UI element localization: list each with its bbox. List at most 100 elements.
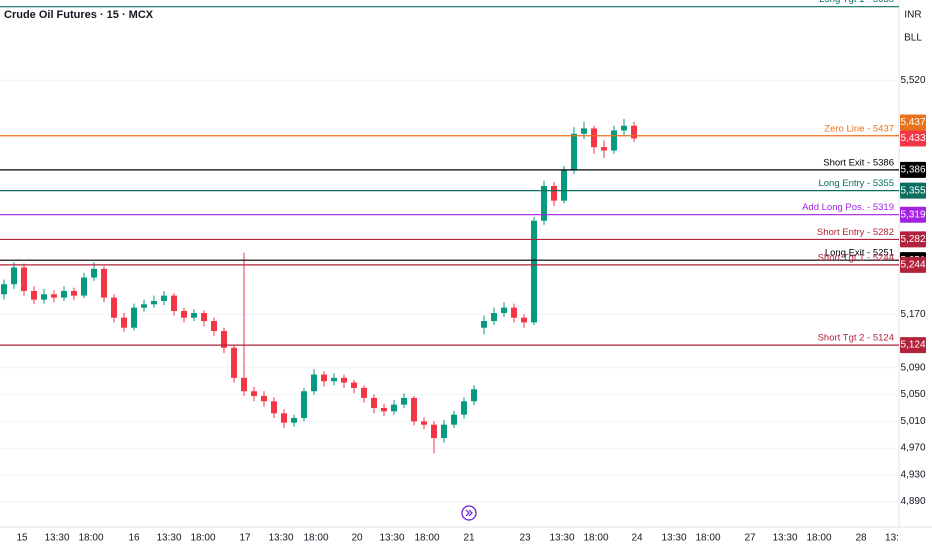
candle-body bbox=[521, 317, 527, 323]
candle-body bbox=[441, 424, 447, 439]
candle-body bbox=[561, 170, 567, 201]
candle-body bbox=[631, 125, 637, 139]
level-label: Long Entry - 5355 bbox=[818, 178, 894, 189]
candle-body bbox=[271, 401, 277, 414]
candle-body bbox=[451, 414, 457, 425]
candle-body bbox=[251, 391, 257, 396]
candle-body bbox=[131, 307, 137, 328]
candle-body bbox=[351, 382, 357, 388]
candle-body bbox=[401, 397, 407, 405]
price-tag bbox=[900, 337, 926, 354]
y-tick-label: 4,890 bbox=[900, 496, 925, 507]
candle-body bbox=[261, 395, 267, 402]
candle-body bbox=[121, 317, 127, 328]
candle-body bbox=[321, 374, 327, 382]
y-tick-label: 4,930 bbox=[900, 469, 925, 480]
price-tag-label: 5,282 bbox=[900, 234, 925, 245]
candle-body bbox=[21, 267, 27, 291]
candle-body bbox=[91, 268, 97, 278]
x-tick-label: 13:30 bbox=[549, 533, 574, 544]
candle-body bbox=[181, 310, 187, 318]
candle-body bbox=[1, 284, 7, 295]
level-label: Long Tgt 1 - 5630 bbox=[819, 0, 894, 5]
scroll-to-realtime[interactable] bbox=[461, 505, 477, 521]
unit: BLL bbox=[904, 33, 922, 44]
candle-body bbox=[431, 424, 437, 439]
price-tag-label: 5,319 bbox=[900, 209, 925, 220]
price-tag-label: 5,244 bbox=[900, 259, 925, 270]
candle-body bbox=[71, 290, 77, 296]
candle-body bbox=[381, 407, 387, 412]
candle-body bbox=[141, 304, 147, 308]
candle-body bbox=[571, 133, 577, 171]
candle-body bbox=[81, 277, 87, 296]
candle-body bbox=[11, 267, 17, 285]
x-tick-label: 13: bbox=[885, 533, 899, 544]
candle-body bbox=[281, 413, 287, 423]
candle-body bbox=[421, 421, 427, 425]
price-tag-label: 5,355 bbox=[900, 185, 925, 196]
x-tick-label: 18:00 bbox=[806, 533, 831, 544]
price-tag bbox=[900, 231, 926, 248]
y-tick-label: 4,970 bbox=[900, 443, 925, 454]
y-tick-label: 5,170 bbox=[900, 309, 925, 320]
candle-body bbox=[301, 391, 307, 419]
candle-body bbox=[161, 295, 167, 301]
price-tag bbox=[900, 256, 926, 273]
x-tick-label: 13:30 bbox=[772, 533, 797, 544]
candle-body bbox=[241, 377, 247, 392]
candle-body bbox=[591, 128, 597, 148]
candle-body bbox=[41, 294, 47, 300]
x-tick-label: 28 bbox=[855, 533, 867, 544]
candle-body bbox=[61, 290, 67, 298]
x-tick-label: 13:30 bbox=[44, 533, 69, 544]
x-tick-label: 18:00 bbox=[190, 533, 215, 544]
x-tick-label: 23 bbox=[519, 533, 531, 544]
candle-body bbox=[581, 128, 587, 134]
x-tick-label: 18:00 bbox=[583, 533, 608, 544]
x-tick-label: 18:00 bbox=[695, 533, 720, 544]
level-label: Long Exit - 5251 bbox=[825, 248, 894, 259]
candle-body bbox=[611, 130, 617, 151]
chart-title: Crude Oil Futures · 15 · MCX bbox=[4, 9, 154, 21]
candle-body bbox=[31, 290, 37, 300]
price-tag bbox=[900, 182, 926, 199]
x-tick-label: 24 bbox=[631, 533, 643, 544]
candle-body bbox=[101, 268, 107, 298]
x-tick-label: 15 bbox=[16, 533, 28, 544]
level-label: Short Tgt 1 - 5244 bbox=[818, 252, 894, 263]
x-tick-label: 20 bbox=[351, 533, 363, 544]
y-tick-label: 5,090 bbox=[900, 362, 925, 373]
x-tick-label: 27 bbox=[744, 533, 756, 544]
x-tick-label: 13:30 bbox=[156, 533, 181, 544]
candle-body bbox=[291, 418, 297, 423]
candle-body bbox=[151, 300, 157, 305]
price-tag-label: 5,124 bbox=[900, 340, 925, 351]
x-tick-label: 17 bbox=[239, 533, 251, 544]
x-tick-label: 18:00 bbox=[78, 533, 103, 544]
candle-body bbox=[491, 313, 497, 322]
candle-body bbox=[371, 397, 377, 408]
candle-body bbox=[551, 185, 557, 201]
currency: INR bbox=[904, 10, 921, 21]
price-tag bbox=[900, 206, 926, 223]
y-tick-label: 5,010 bbox=[900, 416, 925, 427]
candle-body bbox=[481, 321, 487, 328]
level-label: Short Entry - 5282 bbox=[817, 227, 894, 238]
price-tag-label: 5,386 bbox=[900, 165, 925, 176]
candle-body bbox=[391, 404, 397, 412]
x-tick-label: 16 bbox=[128, 533, 140, 544]
candle-body bbox=[191, 313, 197, 318]
level-label: Short Tgt 2 - 5124 bbox=[818, 333, 894, 344]
level-label: Add Long Pos. - 5319 bbox=[802, 202, 894, 213]
candle-body bbox=[541, 185, 547, 221]
candle-body bbox=[51, 294, 57, 298]
candle-body bbox=[311, 374, 317, 392]
level-label: Zero Line - 5437 bbox=[824, 123, 894, 134]
candle-body bbox=[621, 125, 627, 131]
candle-body bbox=[361, 387, 367, 398]
candle-body bbox=[341, 377, 347, 383]
last-price-tag bbox=[900, 130, 926, 147]
